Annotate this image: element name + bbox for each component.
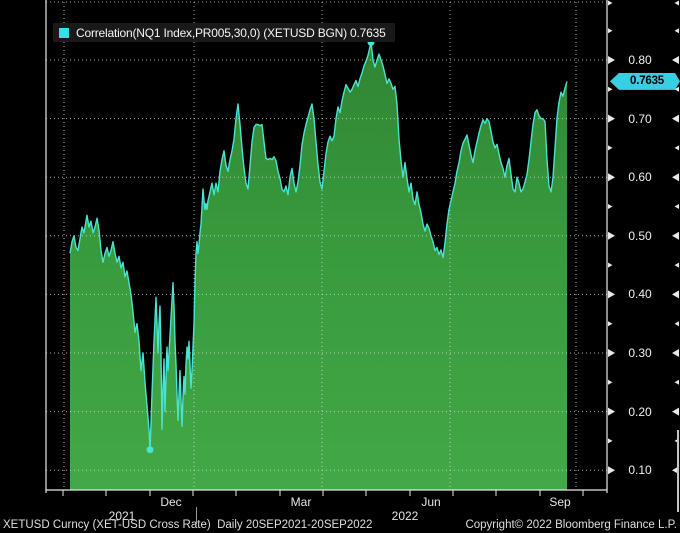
legend-swatch [59, 27, 69, 38]
x-axis-ticks [62, 490, 584, 496]
y-axis-label: 0.70 [628, 111, 652, 126]
value-tag-text: 0.7635 [630, 75, 664, 88]
y-axis-label: 0.30 [628, 346, 652, 360]
year-divider [196, 507, 197, 524]
footer-left: XETUSD Curncy (XET-USD Cross Rate) Daily… [3, 519, 373, 531]
y-axis-label: 0.60 [628, 170, 652, 185]
footer-right: Copyright© 2022 Bloomberg Finance L.P. [465, 519, 677, 531]
month-label: Sep [549, 495, 571, 509]
area-series [70, 42, 567, 491]
legend-row[interactable]: Correlation(NQ1 Index,PR005,30,0) (XETUS… [53, 23, 395, 42]
y-axis-label: 0.50 [628, 228, 652, 243]
scrollbar-thumb[interactable] [677, 430, 679, 512]
year-label: 2022 [391, 509, 419, 523]
gridlines [46, 1, 607, 490]
min-point-marker [146, 446, 154, 454]
legend-label: Correlation(NQ1 Index,PR005,30,0) (XETUS… [76, 25, 386, 40]
y-axis-tick-arrows [608, 0, 679, 475]
y-axis-label: 0.20 [628, 404, 652, 419]
value-tag: 0.7635 [610, 73, 680, 90]
month-label: Dec [160, 495, 182, 509]
correlation-line [69, 41, 568, 451]
y-axis-label: 0.10 [628, 463, 652, 478]
month-label: Mar [290, 495, 312, 509]
y-axis-label: 0.40 [628, 287, 652, 302]
y-axis-label: 0.80 [628, 53, 652, 67]
axes [45, 0, 608, 493]
year-label: 2021 [108, 509, 136, 523]
month-label: Jun [421, 495, 441, 509]
